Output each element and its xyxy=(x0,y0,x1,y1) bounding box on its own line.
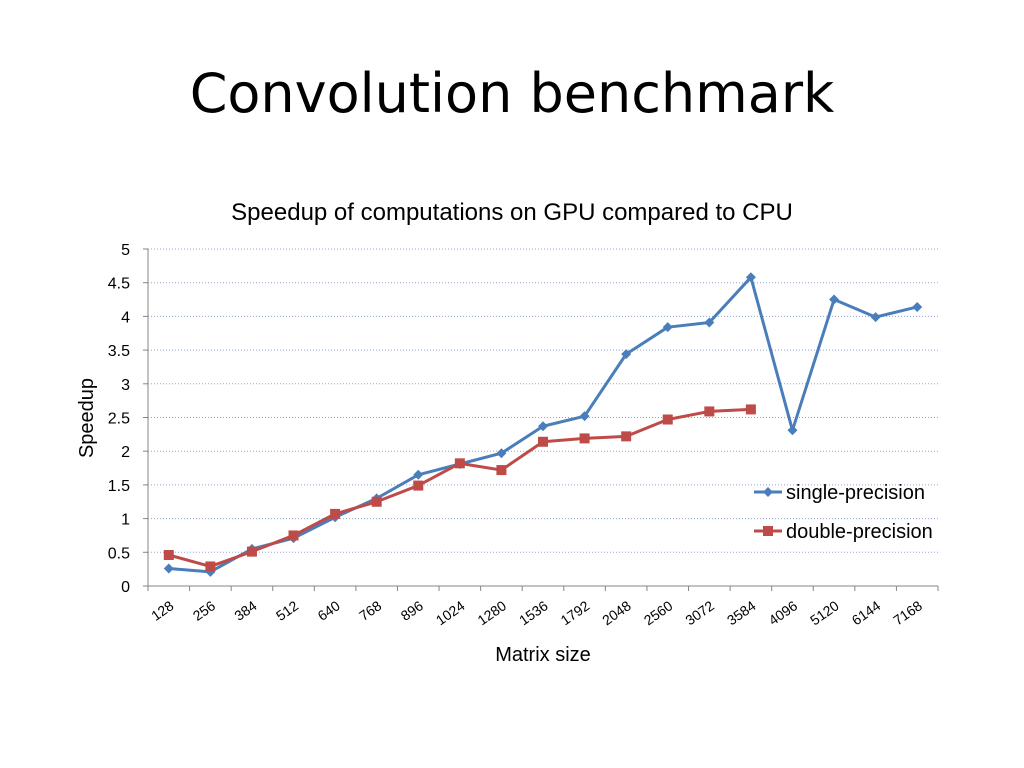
data-point xyxy=(454,458,465,469)
data-point xyxy=(745,404,756,415)
data-point xyxy=(704,406,715,417)
data-point xyxy=(163,563,174,574)
data-point xyxy=(763,526,773,536)
y-tick-label: 3 xyxy=(121,377,130,394)
x-tick-label: 1792 xyxy=(558,597,593,628)
y-tick-label: 5 xyxy=(121,242,130,259)
x-axis-label: Matrix size xyxy=(495,644,591,666)
data-point xyxy=(163,549,174,560)
chart-title: Speedup of computations on GPU compared … xyxy=(231,199,793,226)
data-point xyxy=(579,411,590,422)
slide-title: Convolution benchmark xyxy=(189,62,835,125)
x-tick-label: 640 xyxy=(315,597,343,624)
x-tick-label: 768 xyxy=(356,597,384,624)
y-tick-label: 0.5 xyxy=(108,545,130,562)
legend-label: single-precision xyxy=(786,482,925,504)
y-tick-label: 3.5 xyxy=(108,343,130,360)
data-point xyxy=(496,465,507,476)
x-tick-label: 896 xyxy=(398,597,426,624)
data-point xyxy=(413,480,424,491)
data-point xyxy=(371,496,382,507)
x-tick-label: 1024 xyxy=(433,597,468,628)
gridlines xyxy=(148,248,938,553)
x-tick-label: 6144 xyxy=(849,597,884,628)
data-point xyxy=(912,301,923,312)
data-point xyxy=(330,508,341,519)
y-tick-label: 4 xyxy=(121,309,130,326)
x-tick-label: 512 xyxy=(273,597,301,624)
data-point xyxy=(787,425,798,436)
y-tick-label: 2 xyxy=(121,444,130,461)
x-tick-label: 2560 xyxy=(641,597,676,628)
legend-label: double-precision xyxy=(786,521,933,543)
legend-item: double-precision xyxy=(754,521,933,543)
data-point xyxy=(579,433,590,444)
x-tick-label: 5120 xyxy=(807,597,842,628)
y-tick-label: 0 xyxy=(121,579,130,596)
data-point xyxy=(704,317,715,328)
x-tick-label: 2048 xyxy=(599,597,634,628)
series-layer xyxy=(163,272,923,577)
legend-item: single-precision xyxy=(754,482,925,504)
data-point xyxy=(205,561,216,572)
x-tick-label: 128 xyxy=(148,597,176,624)
x-tick-label: 3072 xyxy=(682,597,717,628)
y-tick-label: 2.5 xyxy=(108,411,130,428)
x-tick-label: 384 xyxy=(231,597,259,624)
data-point xyxy=(538,436,548,447)
x-tick-label: 7168 xyxy=(890,597,925,628)
series-line xyxy=(168,407,751,568)
data-point xyxy=(763,487,773,497)
x-tick-label: 1280 xyxy=(474,597,509,628)
data-point xyxy=(870,312,881,323)
x-tick-label: 4096 xyxy=(765,597,800,628)
data-point xyxy=(496,448,507,459)
data-point xyxy=(621,431,632,442)
y-axis-label: Speedup xyxy=(76,378,98,458)
data-point xyxy=(288,530,299,541)
y-tick-label: 1 xyxy=(121,512,130,529)
legend: single-precision double-precision xyxy=(754,482,933,543)
x-axis-ticks: 128 256 384 512 640 768 896 1024 1280 1536 1792 204… xyxy=(147,586,939,628)
y-tick-label: 1.5 xyxy=(108,478,130,495)
data-point xyxy=(829,294,840,305)
series-double-precision xyxy=(163,404,756,572)
data-point xyxy=(745,272,756,283)
x-tick-label: 1536 xyxy=(516,597,551,628)
y-tick-label: 4.5 xyxy=(108,276,130,293)
data-point xyxy=(538,421,548,432)
data-point xyxy=(621,349,632,360)
data-point xyxy=(662,322,673,333)
data-point xyxy=(662,414,673,425)
data-point xyxy=(413,469,424,480)
y-axis-ticks: 0 0.5 1 1.5 2 2.5 3 3.5 4 4.5 5 xyxy=(108,242,148,596)
x-tick-label: 3584 xyxy=(724,597,759,628)
x-tick-label: 256 xyxy=(190,597,218,624)
data-point xyxy=(246,546,257,557)
